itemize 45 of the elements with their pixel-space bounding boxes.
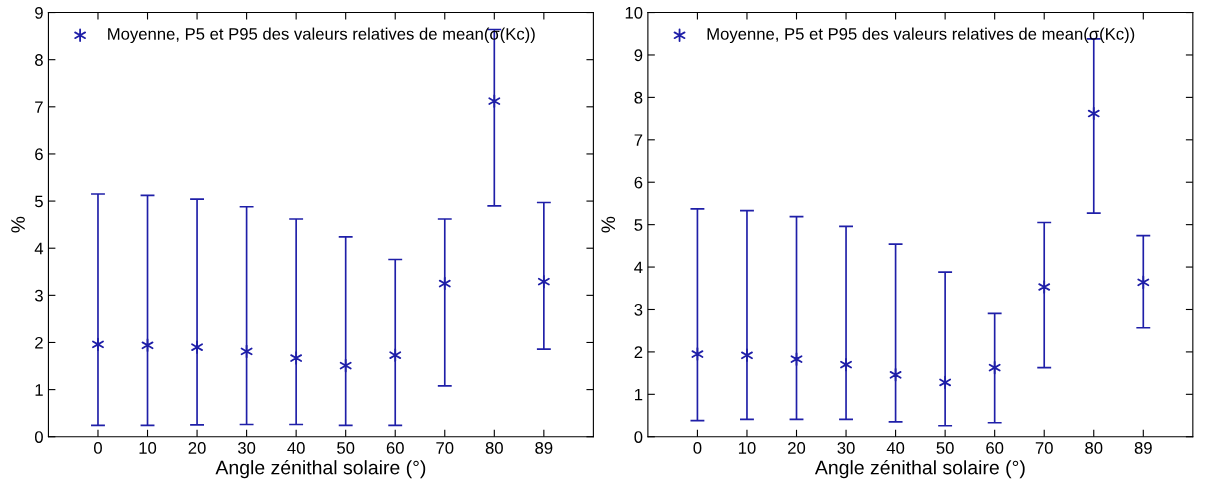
x-tick-label: 89 [535,442,553,454]
y-tick-label: 4 [34,242,44,255]
x-tick-label: 20 [188,442,206,454]
x-axis-title: Angle zénithal solaire (°) [215,459,426,479]
x-tick-label: 40 [886,442,905,454]
y-tick-label: 2 [35,336,43,349]
y-tick-label: 1 [635,388,643,401]
y-tick-label: 2 [634,346,643,358]
y-tick-label: 9 [35,6,43,19]
x-tick-label: 0 [94,442,102,454]
y-tick-label: 8 [634,91,643,104]
y-tick-label: 5 [634,219,643,231]
x-tick-label: 60 [986,442,1004,454]
x-tick-label: 80 [1085,442,1103,454]
x-tick-label: 89 [1134,442,1152,454]
x-tick-label: 10 [738,442,756,454]
y-tick-label: 5 [34,195,43,208]
x-tick-label: 70 [1035,442,1053,454]
x-tick-label: 50 [936,442,954,454]
x-tick-label: 30 [837,442,855,454]
y-tick-label: 8 [35,54,43,66]
y-tick-label: 6 [35,148,43,161]
y-tick-label: 3 [634,303,643,316]
y-tick-label: 6 [634,176,643,189]
y-axis-title: % [601,216,616,233]
y-tick-label: 3 [34,289,43,302]
x-axis-title: Angle zénithal solaire (°) [814,459,1025,479]
y-tick-label: 0 [34,431,43,443]
x-tick-label: 80 [485,442,503,454]
x-tick-label: 60 [386,442,404,454]
x-tick-label: 40 [287,442,305,454]
y-tick-label: 9 [634,49,643,62]
x-tick-label: 10 [139,442,157,454]
x-tick-label: 20 [788,442,806,454]
x-tick-label: 50 [337,442,355,454]
y-tick-label: 1 [35,384,43,396]
y-tick-label: 0 [634,431,643,443]
x-tick-label: 30 [237,442,256,454]
y-axis-title: % [11,216,25,233]
y-tick-label: 7 [35,101,43,113]
y-tick-label: 7 [634,134,643,146]
x-tick-label: 0 [693,442,702,454]
x-tick-label: 70 [436,442,454,454]
y-tick-label: 4 [634,261,643,274]
y-tick-label: 10 [625,6,643,19]
